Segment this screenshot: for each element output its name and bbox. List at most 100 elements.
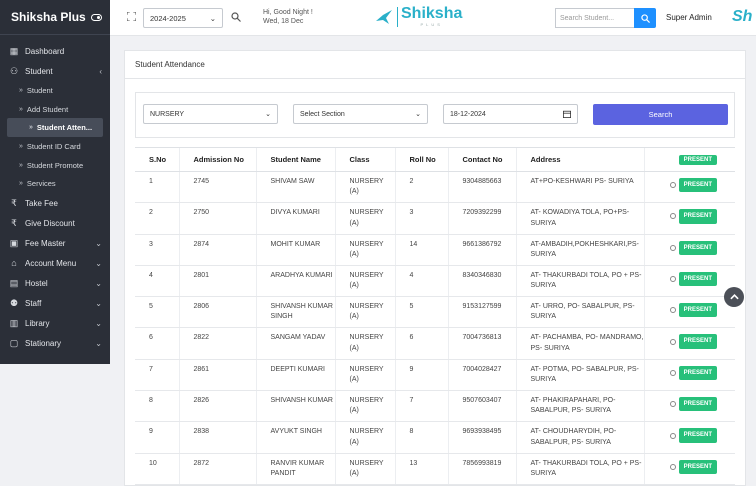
wallet-icon: ▣ xyxy=(9,237,19,248)
top-header: 2024-2025 ⌄ Hi, Good Night ! Wed, 18 Dec… xyxy=(110,0,756,36)
calendar-icon[interactable] xyxy=(563,110,571,118)
table-row: 8 2826 SHIVANSH KUMAR NURSERY (A) 7 950760340… xyxy=(135,390,735,423)
sidebar-subitem-student-id-card[interactable]: » Student ID Card xyxy=(0,137,110,156)
date-value: 18-12-2024 xyxy=(450,110,486,118)
attendance-radio[interactable] xyxy=(669,276,676,283)
search-icon[interactable] xyxy=(231,12,241,22)
user-name[interactable]: Super Admin xyxy=(666,13,712,22)
address-cell: AT+PO-KESHWARI PS- SURIYA xyxy=(515,171,644,204)
sidebar-subitem-student-attendance[interactable]: » Student Atten... xyxy=(7,118,103,138)
sidebar-subitem-add-student[interactable]: » Add Student xyxy=(0,100,110,119)
sidebar-item-dashboard[interactable]: ▦ Dashboard xyxy=(0,41,110,61)
address-cell: AT- URRO, PO- SABALPUR, PS- SURIYA xyxy=(515,296,644,329)
class-select[interactable]: NURSERY ⌄ xyxy=(143,104,278,124)
page-title: Student Attendance xyxy=(125,51,745,79)
attendance-radio[interactable] xyxy=(669,307,676,314)
sidebar-subitem-student-promote[interactable]: » Student Promote xyxy=(0,156,110,175)
attendance-radio[interactable] xyxy=(669,463,676,470)
sidebar-subitem-label: Student Promote xyxy=(26,160,84,170)
sidebar-subitem-student[interactable]: » Student xyxy=(0,81,110,100)
table-row: 10 2872 RANVIR KUMAR PANDIT NURSERY (A) 13 78… xyxy=(135,453,735,485)
address-cell: AT-AMBADIH,POKHESHKARI,PS- SURIYA xyxy=(515,234,644,266)
chevron-right-icon: » xyxy=(19,86,23,94)
roll-number-cell: 5 xyxy=(394,296,448,329)
admission-number-cell: 2838 xyxy=(178,421,256,454)
sidebar-item-staff[interactable]: ⚉ Staff ⌄ xyxy=(0,293,110,313)
greeting-date: Wed, 18 Dec xyxy=(263,18,304,25)
sidebar-item-give-discount[interactable]: ₹ Give Discount xyxy=(0,213,110,233)
folder-icon: ▢ xyxy=(9,337,19,348)
scroll-to-top-button[interactable] xyxy=(724,287,744,307)
contact-number-cell: 7004028427 xyxy=(447,359,516,392)
date-input[interactable]: 18-12-2024 xyxy=(443,104,578,124)
attendance-radio[interactable] xyxy=(669,213,676,220)
sidebar-item-hostel[interactable]: ▤ Hostel ⌄ xyxy=(0,273,110,293)
fullscreen-icon[interactable] xyxy=(127,12,136,21)
chevron-down-icon: ⌄ xyxy=(95,258,102,268)
present-badge[interactable]: PRESENT xyxy=(678,334,717,349)
attendance-radio[interactable] xyxy=(669,244,676,251)
sidebar-item-take-fee[interactable]: ₹ Take Fee xyxy=(0,193,110,213)
greeting-text: Hi, Good Night ! xyxy=(263,9,313,16)
attendance-status-cell: PRESENT xyxy=(643,296,735,329)
sidebar-item-library[interactable]: ▥ Library ⌄ xyxy=(0,313,110,333)
sidebar-subitem-label: Student ID Card xyxy=(26,141,81,151)
contact-number-cell: 7209392299 xyxy=(447,202,516,235)
sidebar-item-label: Account Menu xyxy=(25,258,77,268)
sidebar-item-fee-master[interactable]: ▣ Fee Master ⌄ xyxy=(0,233,110,253)
column-header: S.No xyxy=(135,147,179,172)
sidebar-item-stationary[interactable]: ▢ Stationary ⌄ xyxy=(0,333,110,353)
serial-number-cell: 9 xyxy=(135,421,179,454)
rupee-icon: ₹ xyxy=(11,217,17,228)
attendance-status-cell: PRESENT xyxy=(643,265,735,298)
student-search-button[interactable] xyxy=(634,8,656,28)
address-cell: AT- POTMA, PO- SABALPUR, PS- SURIYA xyxy=(515,359,644,392)
present-badge[interactable]: PRESENT xyxy=(678,271,717,287)
sidebar-item-account-menu[interactable]: ⌂ Account Menu ⌄ xyxy=(0,253,110,273)
serial-number-cell: 4 xyxy=(135,265,179,298)
present-badge[interactable]: PRESENT xyxy=(678,428,717,443)
mark-all-present-button[interactable]: PRESENT xyxy=(678,154,717,165)
sidebar-toggle-icon[interactable] xyxy=(91,13,102,21)
contact-number-cell: 9661386792 xyxy=(447,234,516,266)
sidebar-subitem-label: Services xyxy=(26,179,56,189)
sidebar-item-label: Fee Master xyxy=(25,238,66,248)
session-select[interactable]: 2024-2025 ⌄ xyxy=(143,8,223,28)
section-select[interactable]: Select Section ⌄ xyxy=(293,104,428,124)
search-button[interactable]: Search xyxy=(593,104,728,125)
sidebar-item-student[interactable]: ⚇ Student ‹ xyxy=(0,61,110,81)
sidebar-item-label: Take Fee xyxy=(25,198,58,208)
student-search-input[interactable]: Search Student... xyxy=(555,8,634,28)
bank-icon: ⌂ xyxy=(11,258,17,269)
attendance-radio[interactable] xyxy=(669,369,676,376)
table-row: 1 2745 SHIVAM SAW NURSERY (A) 2 9304885663 AT+… xyxy=(135,171,735,204)
chevron-down-icon: ⌄ xyxy=(265,111,271,118)
attendance-radio[interactable] xyxy=(669,432,676,439)
present-badge[interactable]: PRESENT xyxy=(678,397,717,412)
attendance-radio[interactable] xyxy=(669,182,676,189)
present-badge[interactable]: PRESENT xyxy=(678,209,717,224)
present-badge[interactable]: PRESENT xyxy=(678,240,717,255)
logo-subtext: PLUS xyxy=(420,22,443,27)
address-cell: AT- THAKURBADI TOLA, PO + PS- SURIYA xyxy=(515,265,644,298)
present-badge[interactable]: PRESENT xyxy=(678,459,717,474)
sidebar-subitem-services[interactable]: » Services xyxy=(0,174,110,193)
serial-number-cell: 3 xyxy=(135,234,179,266)
chevron-down-icon: ⌄ xyxy=(95,338,102,348)
user-avatar[interactable]: Sh xyxy=(732,8,753,25)
attendance-radio[interactable] xyxy=(669,401,676,408)
roll-number-cell: 2 xyxy=(394,171,448,204)
address-cell: AT- CHOUDHARYDIH, PO- SABALPUR, PS- SURI… xyxy=(515,421,644,454)
dashboard-icon: ▦ xyxy=(9,45,19,56)
serial-number-cell: 7 xyxy=(135,359,179,392)
present-badge[interactable]: PRESENT xyxy=(678,365,717,381)
chevron-left-icon: ‹ xyxy=(99,66,102,76)
column-header: Roll No xyxy=(394,147,448,172)
attendance-radio[interactable] xyxy=(669,338,676,345)
attendance-table: S.No Admission No Student Name Class Rol… xyxy=(135,147,735,485)
present-badge[interactable]: PRESENT xyxy=(678,178,717,193)
admission-number-cell: 2861 xyxy=(178,359,256,392)
present-badge[interactable]: PRESENT xyxy=(678,303,717,318)
chevron-down-icon: ⌄ xyxy=(95,278,102,288)
sidebar-item-label: Student xyxy=(25,66,53,76)
